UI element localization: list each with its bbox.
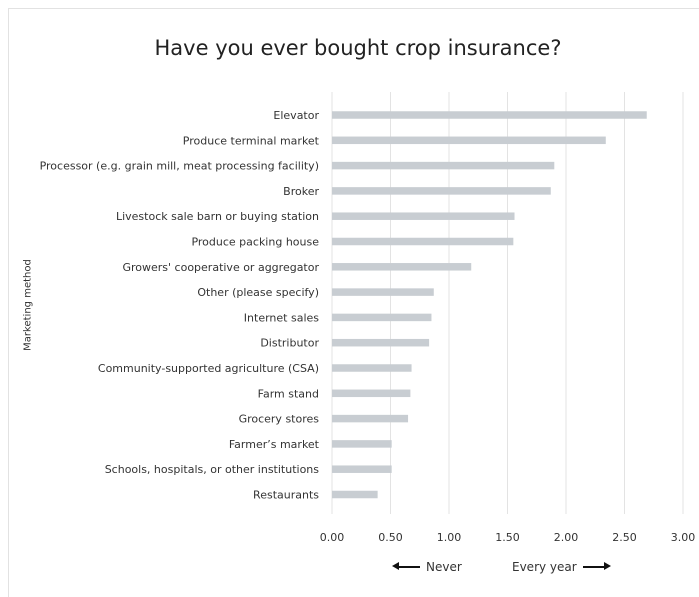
bar [332,111,647,119]
category-label: Internet sales [244,311,319,324]
category-label: Broker [283,185,319,198]
x-tick-label: 3.00 [671,531,696,544]
category-label: Other (please specify) [197,286,319,299]
x-tick-label: 1.00 [437,531,462,544]
chart-title: Have you ever bought crop insurance? [154,36,562,60]
bar [332,490,378,499]
category-label: Processor (e.g. grain mill, meat process… [40,160,319,173]
category-label: Farmer’s market [229,438,320,451]
bar [332,389,411,398]
x-tick-label: 2.50 [612,531,637,544]
category-label: Community-supported agriculture (CSA) [98,362,319,375]
category-label: Schools, hospitals, or other institution… [105,463,320,476]
bar [332,136,606,145]
gridlines [331,92,684,514]
every-year-annotation: Every year [512,560,611,574]
bar [332,288,434,296]
category-label: Livestock sale barn or buying station [116,210,319,223]
bar [332,465,392,473]
x-tick-label: 1.50 [495,531,520,544]
category-label: Produce packing house [191,236,319,249]
bar [332,440,392,448]
category-label: Growers' cooperative or aggregator [122,261,319,274]
bar [332,263,472,271]
chart-frame [8,8,699,597]
category-label: Produce terminal market [183,134,320,147]
category-label: Grocery stores [239,413,320,426]
left-arrow-icon [392,563,420,570]
bar [332,161,555,170]
right-arrow-icon [582,563,611,570]
bar [332,187,551,195]
never-label: Never [426,560,462,574]
bar [332,313,432,322]
bar [332,414,409,423]
bar [332,212,515,220]
bars [332,111,647,499]
bar [332,338,430,347]
bar [332,364,412,372]
x-tick-label: 2.00 [554,531,579,544]
category-label: Restaurants [253,489,319,502]
bar [332,237,514,246]
every-year-label: Every year [512,560,577,574]
category-label: Distributor [260,337,319,350]
x-tick-label: 0.00 [320,531,345,544]
category-label: Elevator [273,109,319,122]
category-label: Farm stand [258,387,319,400]
category-labels: Elevator Produce terminal market Processor… [40,109,320,502]
x-tick-labels: 0.00 0.50 1.00 1.50 2.00 2.50 3.00 [320,531,696,544]
never-annotation: Never [392,560,462,574]
x-tick-label: 0.50 [378,531,403,544]
